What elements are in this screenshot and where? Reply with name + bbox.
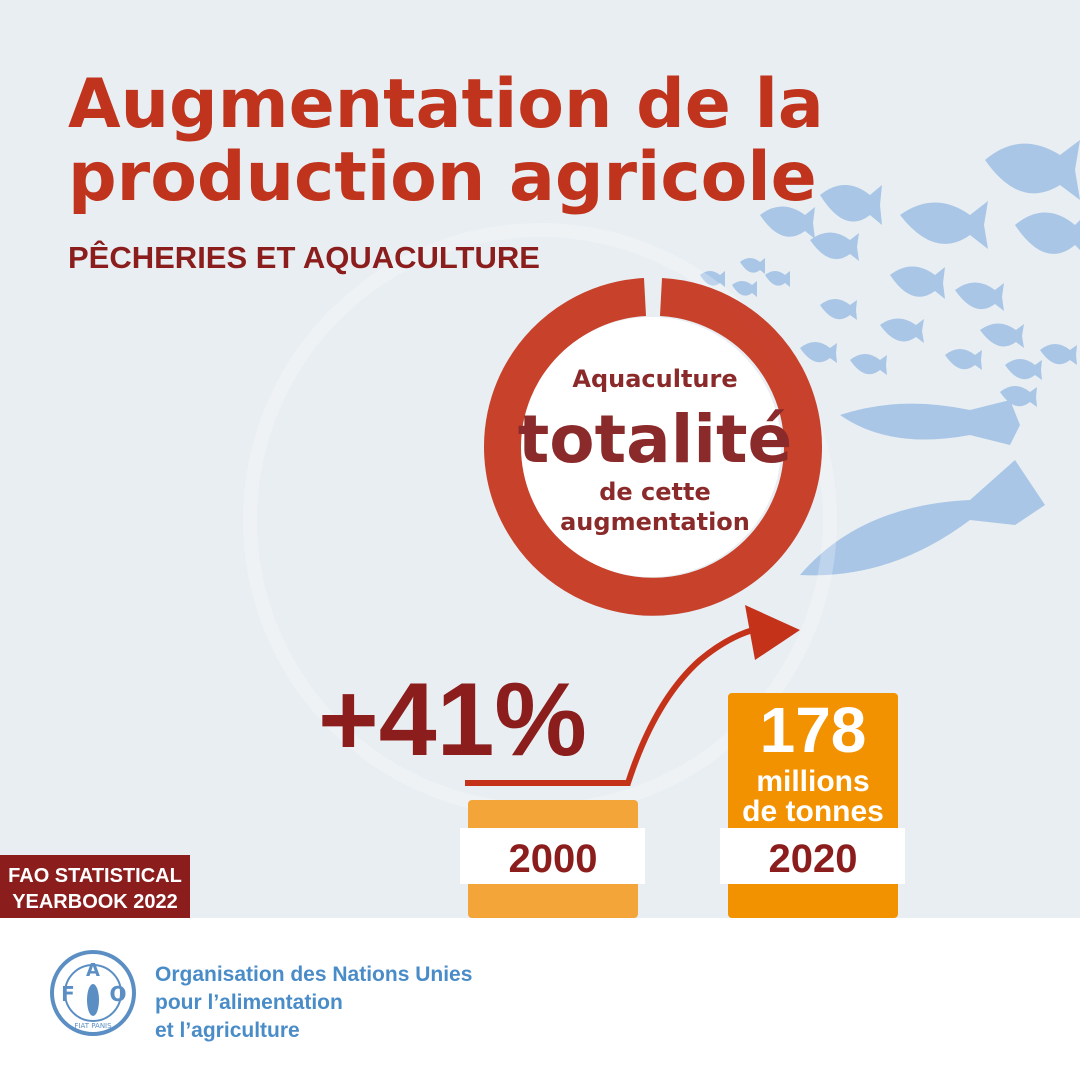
donut-center	[521, 317, 781, 577]
logo-letter: F	[61, 982, 75, 1006]
arrow-head	[745, 605, 800, 660]
bar-unit: millions	[756, 765, 869, 798]
logo-letter: A	[86, 960, 100, 981]
donut-text: Aquaculture	[572, 365, 737, 393]
logo-inner	[64, 964, 122, 1022]
bar-unit: de tonnes	[742, 795, 884, 828]
donut-text: augmentation	[560, 508, 750, 536]
org-name: pour l’alimentation	[155, 991, 343, 1014]
logo-ring	[50, 950, 136, 1036]
year-label: 2020	[769, 837, 858, 881]
org-name: Organisation des Nations Unies	[155, 963, 472, 986]
title: production agricole	[68, 138, 817, 217]
org-name: et l’agriculture	[155, 1019, 300, 1042]
logo-wheat	[87, 984, 99, 1016]
footer-background	[0, 918, 1080, 1080]
growth-value: +41%	[318, 662, 587, 778]
badge-text: FAO STATISTICAL	[8, 865, 182, 887]
donut-text: de cette	[599, 478, 711, 506]
subtitle: PÊCHERIES ET AQUACULTURE	[68, 239, 540, 275]
badge	[0, 855, 190, 918]
logo-motto: FIAT PANIS	[74, 1022, 112, 1030]
donut-highlight: totalité	[518, 401, 793, 478]
badge-text: YEARBOOK 2022	[12, 891, 178, 913]
donut-ring	[484, 278, 822, 616]
fish-school	[700, 140, 1080, 576]
year-box	[460, 828, 645, 884]
growth-arrow	[465, 625, 761, 786]
year-box	[720, 828, 905, 884]
bar-value: 178	[760, 694, 867, 766]
logo-letter: O	[109, 982, 126, 1006]
year-label: 2000	[509, 837, 598, 881]
title: Augmentation de la	[68, 65, 824, 144]
